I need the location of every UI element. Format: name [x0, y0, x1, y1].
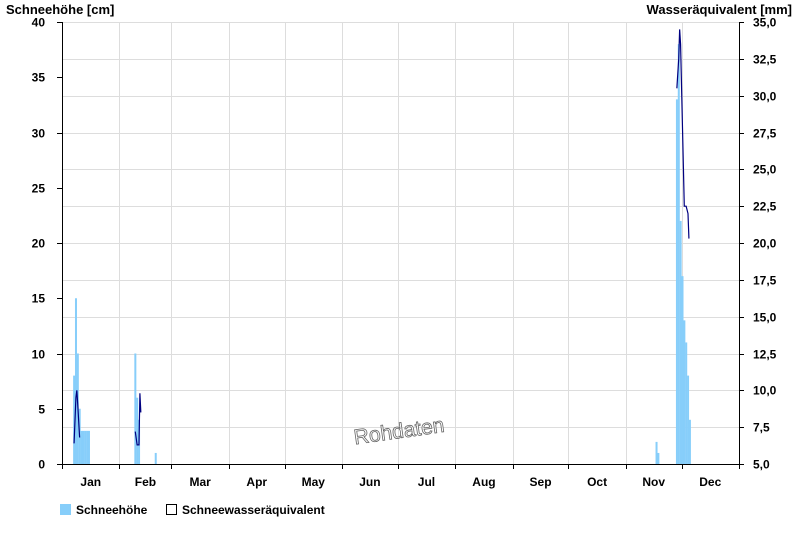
- legend-swatch-snow-depth: [60, 504, 71, 515]
- snow-depth-bar: [677, 44, 680, 464]
- water-equivalent-line: [73, 29, 690, 446]
- snow-depth-bar: [73, 375, 76, 464]
- right-tick-label: 15,0: [753, 311, 777, 325]
- snow-depth-bar: [80, 430, 83, 464]
- snow-depth-bar: [86, 430, 89, 464]
- left-axis-title: Schneehöhe [cm]: [6, 2, 114, 17]
- water-equivalent-segment: [676, 29, 690, 239]
- month-label: Oct: [587, 475, 607, 489]
- left-tick-label: 25: [32, 182, 46, 196]
- legend: Schneehöhe Schneewasseräquivalent: [60, 503, 325, 517]
- legend-swatch-water-equivalent: [166, 504, 177, 515]
- month-label: Mar: [190, 475, 212, 489]
- right-tick-label: 35,0: [753, 16, 777, 30]
- left-tick-label: 20: [32, 237, 46, 251]
- left-tick-label: 10: [32, 348, 46, 362]
- month-label: Jul: [418, 475, 435, 489]
- snow-depth-bar: [683, 320, 686, 464]
- watermark-text: Rohdaten: [352, 414, 445, 449]
- snow-depth-bar: [154, 452, 157, 464]
- grid: [62, 22, 739, 465]
- snow-depth-bar: [84, 430, 87, 464]
- left-tick-label: 40: [32, 16, 46, 30]
- left-tick-label: 15: [32, 292, 46, 306]
- month-axis: Jan Feb Mar Apr May Jun Jul Aug Sep Oct Nov Dec: [62, 464, 740, 489]
- month-label: Sep: [530, 475, 552, 489]
- snow-depth-bar: [679, 220, 682, 464]
- snow-depth-bar: [655, 441, 658, 464]
- snow-depth-bar: [681, 276, 684, 464]
- right-tick-label: 10,0: [753, 384, 777, 398]
- right-tick-label: 20,0: [753, 237, 777, 251]
- right-tick-label: 27,5: [753, 127, 777, 141]
- month-label: Apr: [246, 475, 267, 489]
- left-tick-label: 35: [32, 71, 46, 85]
- month-label: Feb: [135, 475, 156, 489]
- right-tick-label: 12,5: [753, 348, 777, 362]
- legend-label-snow-depth: Schneehöhe: [76, 503, 148, 517]
- legend-label-water-equivalent: Schneewasseräquivalent: [182, 503, 325, 517]
- left-tick-label: 30: [32, 127, 46, 141]
- snow-depth-bar: [657, 452, 660, 464]
- left-tick-label: 0: [38, 458, 45, 472]
- month-label: Jan: [80, 475, 101, 489]
- water-equivalent-segment: [134, 393, 142, 446]
- left-axis-ticks: 0 5 10 15 20 25 30 35 40: [32, 16, 62, 472]
- snow-depth-bar: [82, 430, 85, 464]
- snow-depth-bar: [134, 353, 137, 464]
- water-equivalent-segment: [73, 390, 81, 444]
- month-label: Nov: [642, 475, 665, 489]
- right-tick-label: 17,5: [753, 274, 777, 288]
- snow-depth-bars: [73, 44, 691, 464]
- right-axis-ticks: 5,0 7,5 10,0 12,5 15,0 17,5 20,0 22,5 25,0 27,5 30…: [739, 16, 777, 472]
- right-tick-label: 22,5: [753, 200, 777, 214]
- snow-depth-bar: [74, 298, 77, 464]
- axes: [57, 22, 744, 469]
- month-label: Dec: [699, 475, 721, 489]
- month-label: Jun: [359, 475, 380, 489]
- snow-depth-bar: [687, 375, 690, 464]
- right-tick-label: 25,0: [753, 163, 777, 177]
- month-label: Aug: [472, 475, 495, 489]
- snow-depth-bar: [685, 342, 688, 464]
- right-tick-label: 32,5: [753, 53, 777, 67]
- snow-depth-bar: [136, 397, 139, 464]
- left-tick-label: 5: [38, 403, 45, 417]
- right-tick-label: 5,0: [753, 458, 770, 472]
- snow-depth-bar: [675, 99, 678, 464]
- right-axis-title: Wasseräquivalent [mm]: [647, 2, 792, 17]
- right-tick-label: 30,0: [753, 90, 777, 104]
- snow-depth-bar: [87, 430, 90, 464]
- month-label: May: [302, 475, 326, 489]
- snow-depth-bar: [688, 419, 691, 464]
- right-tick-label: 7,5: [753, 421, 770, 435]
